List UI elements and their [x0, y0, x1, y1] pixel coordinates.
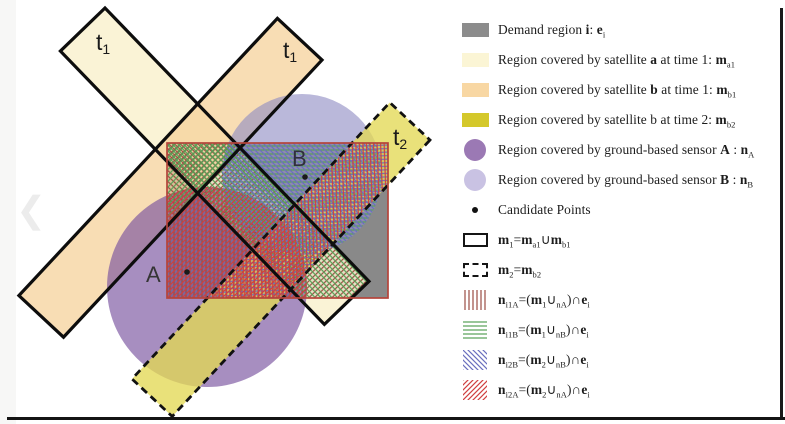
legend-swatch-box — [452, 83, 498, 97]
sensor-a-label: A — [146, 262, 161, 287]
legend-swatch-box — [452, 233, 498, 247]
legend-item-sensor-a: Region covered by ground-based sensor A … — [452, 135, 784, 165]
legend-item-candidate-points: Candidate Points — [452, 195, 784, 225]
legend-item-n-i1A: ni1A=(m1∪nA)∩ei — [452, 285, 784, 315]
legend-item-demand-region: Demand region i: ei — [452, 15, 784, 45]
candidate-point-b — [302, 174, 308, 180]
legend-item-m1-union: m1=ma1∪mb1 — [452, 225, 784, 255]
band-b-time1-label: t1 — [283, 37, 297, 65]
satellite-b-time2-swatch — [461, 113, 489, 127]
legend-item-n-i2B: ni2B=(m2∪nB)∩ei — [452, 345, 784, 375]
ni1b-horizontal-hatch-swatch — [463, 320, 487, 340]
legend-item-label: m2=mb2 — [498, 262, 542, 280]
demand-region-swatch — [461, 23, 489, 37]
demand-region-outline — [166, 142, 389, 299]
m2-dashed-outline-swatch — [462, 263, 488, 277]
legend-item-sensor-b: Region covered by ground-based sensor B … — [452, 165, 784, 195]
legend-swatch-box — [452, 23, 498, 37]
legend-item-n-i1B: ni1B=(m1∪nB)∩ei — [452, 315, 784, 345]
legend-swatch-box — [452, 380, 498, 400]
legend-swatch-box — [452, 139, 498, 161]
satellite-a-time1-swatch — [461, 53, 489, 67]
sensor-a-swatch — [464, 139, 486, 161]
legend-swatch-box — [452, 263, 498, 277]
legend-swatch-box — [452, 53, 498, 67]
legend-item-label: ni2B=(m2∪nB)∩ei — [498, 352, 589, 370]
legend-swatch-box — [452, 113, 498, 127]
legend-swatch-box — [452, 350, 498, 370]
legend-item-m2: m2=mb2 — [452, 255, 784, 285]
carousel-prev-icon[interactable]: ❮ — [16, 189, 47, 230]
legend-item-label: Demand region i: ei — [498, 22, 606, 40]
sensor-b-swatch — [464, 169, 486, 191]
legend-item-label: ni2A=(m2∪nA)∩ei — [498, 382, 590, 400]
legend-item-label: Region covered by satellite b at time 2:… — [498, 112, 736, 130]
legend-item-satellite-a-time1: Region covered by satellite a at time 1:… — [452, 45, 784, 75]
m1-solid-outline-swatch — [462, 233, 488, 247]
legend-item-label: Region covered by ground-based sensor A … — [498, 142, 755, 160]
legend-item-label: m1=ma1∪mb1 — [498, 232, 571, 250]
legend: Demand region i: ei Region covered by sa… — [452, 15, 784, 405]
ni2a-diagonal-red-hatch-swatch — [463, 380, 487, 400]
legend-swatch-box — [452, 169, 498, 191]
legend-item-label: Region covered by ground-based sensor B … — [498, 172, 754, 190]
legend-swatch-box — [452, 290, 498, 310]
band-a-time-label: t1 — [96, 29, 110, 57]
candidate-point-swatch — [472, 207, 478, 213]
legend-item-label: Region covered by satellite a at time 1:… — [498, 52, 736, 70]
legend-item-label: ni1A=(m1∪nA)∩ei — [498, 292, 590, 310]
legend-item-satellite-b-time1: Region covered by satellite b at time 1:… — [452, 75, 784, 105]
band-b-time2-label: t2 — [393, 124, 407, 152]
satellite-b-time1-swatch — [461, 83, 489, 97]
legend-item-satellite-b-time2: Region covered by satellite b at time 2:… — [452, 105, 784, 135]
legend-item-label: Candidate Points — [498, 202, 591, 217]
legend-item-label: Region covered by satellite b at time 1:… — [498, 82, 737, 100]
candidate-point-a — [184, 269, 190, 275]
sensor-b-label: B — [292, 146, 307, 171]
legend-swatch-box — [452, 207, 498, 213]
legend-swatch-box — [452, 320, 498, 340]
ni2b-diagonal-blue-hatch-swatch — [463, 350, 487, 370]
figure-bottom-border — [7, 417, 785, 420]
legend-item-label: ni1B=(m1∪nB)∩ei — [498, 322, 589, 340]
ni1a-vertical-hatch-swatch — [463, 290, 487, 310]
legend-item-n-i2A: ni2A=(m2∪nA)∩ei — [452, 375, 784, 405]
figure-right-border — [780, 8, 783, 420]
page-left-margin — [0, 0, 16, 424]
